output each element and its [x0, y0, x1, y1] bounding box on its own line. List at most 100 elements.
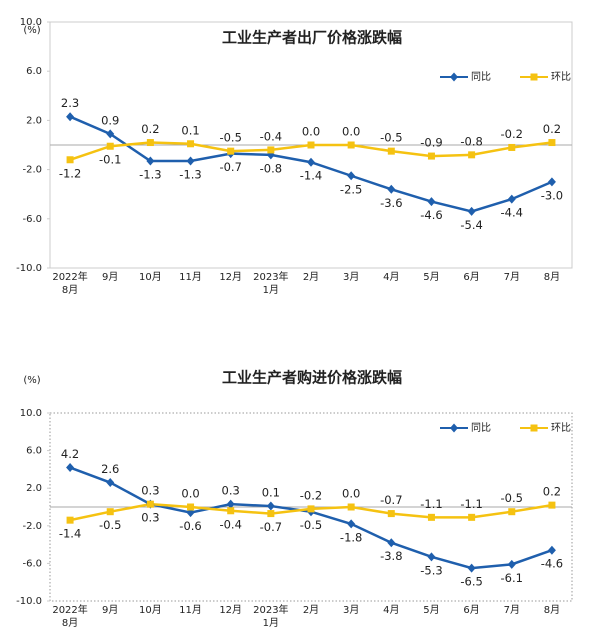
point: [106, 508, 114, 516]
data-label: 0.0: [342, 125, 360, 139]
y-tick-label: -2.0: [22, 521, 42, 532]
data-label: 4.2: [61, 447, 79, 461]
data-label: -1.2: [59, 166, 81, 180]
data-label: 0.0: [302, 125, 320, 139]
point: [387, 538, 396, 548]
data-label: 0.1: [262, 486, 280, 500]
x-tick-label: 4月: [383, 605, 400, 616]
legend-marker: [450, 72, 458, 82]
point: [106, 129, 115, 139]
data-label: -0.1: [99, 153, 121, 167]
data-label: -0.6: [179, 519, 201, 533]
point: [66, 516, 74, 524]
y-tick-label: 6.0: [26, 66, 42, 77]
x-tick-label: 2月: [302, 605, 320, 616]
data-label: -4.6: [541, 557, 563, 571]
x-tick-label: 4月: [383, 272, 400, 283]
data-label: 0.2: [141, 122, 159, 136]
data-label: -0.9: [420, 136, 442, 150]
y-tick-label: -10.0: [16, 263, 42, 274]
point: [106, 478, 115, 488]
chart-title: 工业生产者出厂价格涨跌幅: [222, 29, 402, 47]
unit-label: (%): [23, 25, 40, 36]
x-tick-label: 2023年 1月: [253, 605, 289, 629]
point: [186, 156, 195, 166]
data-label: -4.6: [420, 208, 442, 222]
point: [508, 143, 516, 151]
x-tick-label: 2月: [302, 272, 320, 283]
data-label: -6.5: [460, 575, 482, 589]
point: [66, 463, 75, 473]
x-tick-label: 12月: [219, 272, 243, 283]
data-label: -5.3: [420, 563, 442, 577]
legend-label: 同比: [471, 422, 491, 434]
point: [468, 151, 476, 159]
x-tick-label: 6月: [463, 272, 480, 283]
data-label: -5.4: [460, 218, 482, 232]
y-tick-label: -6.0: [22, 214, 42, 225]
x-tick-label: 8月: [543, 605, 561, 616]
point: [66, 156, 74, 164]
legend-label: 环比: [551, 422, 571, 434]
x-tick-label: 2022年 8月: [52, 272, 88, 296]
point: [266, 501, 275, 511]
data-label: -0.5: [380, 131, 402, 145]
point: [387, 184, 396, 194]
point: [146, 156, 155, 166]
data-label: 0.9: [101, 113, 119, 127]
data-label: -0.2: [501, 127, 523, 141]
x-tick-label: 9月: [102, 605, 119, 616]
data-label: -0.5: [219, 131, 241, 145]
legend-marker: [530, 73, 538, 81]
legend-label: 环比: [551, 71, 571, 83]
data-label: -0.2: [300, 488, 322, 502]
data-label: 0.0: [342, 487, 360, 501]
point: [507, 559, 516, 569]
point: [468, 513, 476, 521]
point: [226, 499, 235, 509]
data-label: -0.5: [501, 491, 523, 505]
x-tick-label: 2023年 1月: [253, 272, 289, 296]
y-tick-label: -2.0: [22, 165, 42, 176]
y-tick-label: 2.0: [26, 483, 42, 494]
x-tick-label: 8月: [543, 272, 561, 283]
data-label: -0.7: [219, 160, 241, 174]
x-tick-label: 7月: [503, 605, 520, 616]
point: [507, 194, 516, 204]
y-tick-label: 10.0: [20, 17, 42, 28]
point: [146, 139, 154, 147]
data-label: -1.3: [139, 167, 161, 181]
y-tick-label: 2.0: [26, 115, 42, 126]
point: [347, 171, 356, 181]
data-label: -1.8: [340, 530, 362, 544]
data-label: -6.1: [501, 571, 523, 585]
x-tick-label: 6月: [463, 605, 480, 616]
legend-marker: [450, 423, 458, 433]
data-label: -1.1: [420, 497, 442, 511]
x-tick-label: 5月: [423, 605, 440, 616]
point: [187, 503, 195, 511]
x-tick-label: 11月: [179, 272, 202, 283]
data-label: 0.2: [543, 485, 561, 499]
data-label: -0.4: [260, 129, 282, 143]
point: [347, 141, 355, 149]
x-tick-label: 3月: [342, 272, 360, 283]
data-label: -0.7: [380, 493, 402, 507]
chart-title: 工业生产者购进价格涨跌幅: [222, 369, 402, 387]
point: [106, 142, 114, 150]
point: [307, 141, 315, 149]
data-label: -3.0: [541, 188, 563, 202]
data-label: 0.3: [141, 484, 159, 498]
point: [548, 139, 556, 147]
point: [307, 505, 315, 513]
data-label: -2.5: [340, 182, 362, 196]
point: [427, 552, 436, 562]
data-label: -1.3: [179, 167, 201, 181]
point: [187, 140, 195, 148]
point: [146, 500, 154, 508]
y-tick-label: 6.0: [26, 446, 42, 457]
point: [548, 501, 556, 509]
x-tick-label: 11月: [179, 605, 202, 616]
